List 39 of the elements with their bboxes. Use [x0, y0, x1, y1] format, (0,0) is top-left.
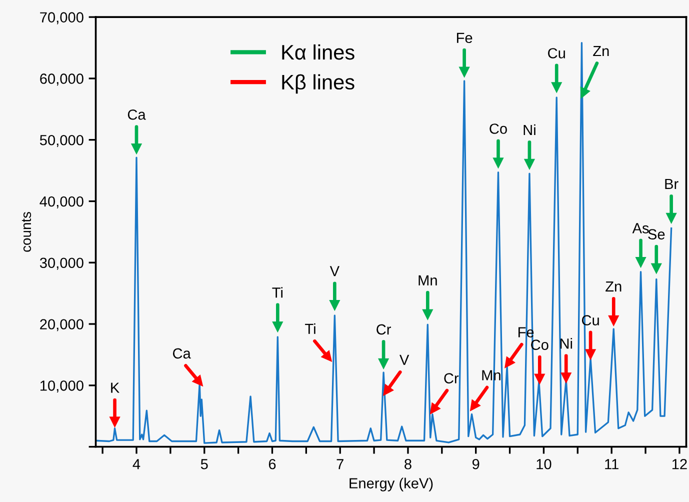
annotation: K	[111, 382, 120, 393]
x-tick-label: 10	[536, 458, 552, 470]
y-tick-label: 60,000	[40, 74, 84, 86]
annotation: V	[330, 266, 340, 276]
annotation: Zn	[593, 46, 609, 56]
annotation: Cr	[376, 324, 391, 335]
annotation: Co	[490, 124, 507, 134]
y-tick-label: 10,000	[40, 380, 84, 393]
y-tick-label: 20,000	[40, 319, 84, 332]
annotation: Ca	[172, 348, 191, 359]
annotation: Cu	[548, 48, 565, 58]
x-tick-label: 4	[132, 459, 140, 470]
y-tick-label: 30,000	[40, 258, 84, 270]
annotation: As	[632, 223, 649, 234]
legend-label: Kβ lines	[282, 74, 354, 94]
annotation: Zn	[606, 281, 622, 292]
x-tick-label: 5	[200, 459, 208, 470]
x-tick-label: 7	[336, 459, 344, 470]
annotation: Br	[665, 178, 678, 190]
annotation: Fe	[456, 32, 472, 44]
y-tick-label: 40,000	[40, 196, 84, 208]
x-tick-label: 6	[268, 458, 276, 470]
x-tick-label: 12	[672, 458, 687, 470]
x-axis-title: Energy (keV)	[350, 478, 433, 492]
y-tick-label: 70,000	[40, 12, 84, 24]
x-tick-label: 9	[472, 458, 480, 470]
annotation: Mn	[418, 275, 437, 286]
y-axis-title: counts	[22, 212, 32, 252]
annotation: Cr	[444, 373, 459, 384]
x-tick-label: 11	[605, 459, 618, 470]
legend-label: Kα lines	[282, 44, 354, 60]
annotation: Ca	[128, 109, 146, 120]
annotation: Ti	[305, 323, 316, 334]
annotation: Ti	[272, 287, 282, 298]
x-tick-label: 8	[404, 458, 412, 470]
annotation: Ni	[524, 124, 536, 135]
y-tick-label: 50,000	[40, 134, 84, 147]
annotation: V	[400, 354, 410, 365]
annotation: Se	[648, 229, 665, 240]
